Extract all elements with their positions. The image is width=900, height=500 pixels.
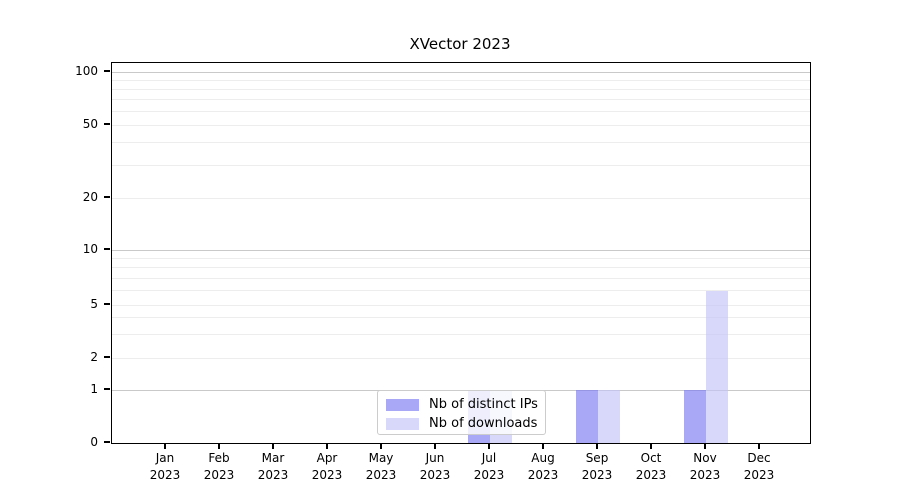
gridline-y-6: [112, 290, 810, 292]
gridline-y-5: [112, 304, 810, 306]
y-tick-label-2: 2: [90, 350, 98, 364]
x-tick-label-month: Apr: [316, 451, 338, 465]
legend-label: Nb of downloads: [429, 416, 538, 431]
x-tick-label-dec-2023: Dec 2023: [729, 450, 789, 484]
y-tick-mark-5: [104, 303, 110, 305]
y-tick-mark-1: [104, 388, 110, 390]
x-tick-mark-apr: [326, 444, 328, 449]
x-tick-mark-may: [380, 444, 382, 449]
x-tick-mark-nov: [704, 444, 706, 449]
x-tick-label-year: 2023: [689, 468, 721, 482]
x-tick-label-year: 2023: [365, 468, 397, 482]
x-tick-mark-oct: [650, 444, 652, 449]
x-tick-mark-sep: [596, 444, 598, 449]
y-tick-mark-50: [104, 123, 110, 125]
gridline-y-8: [112, 267, 810, 269]
x-tick-mark-jul: [488, 444, 490, 449]
x-tick-label-oct-2023: Oct 2023: [621, 450, 681, 484]
x-tick-label-month: Nov: [693, 451, 717, 465]
gridline-y-9: [112, 257, 810, 259]
y-tick-label-100: 100: [75, 64, 98, 78]
gridline-y-20: [112, 197, 810, 199]
legend-row-downloads: Nb of downloads: [386, 414, 545, 433]
x-tick-mark-feb: [218, 444, 220, 449]
legend-row-distinct-ips: Nb of distinct IPs: [386, 395, 545, 414]
y-tick-mark-10: [104, 248, 110, 250]
x-tick-label-year: 2023: [635, 468, 667, 482]
legend-swatch-distinct-ips: [386, 398, 419, 411]
gridline-y-60: [112, 110, 810, 112]
gridline-y-40: [112, 142, 810, 144]
gridline-y-80: [112, 88, 810, 90]
bar-downloads-sep-2023: [598, 390, 620, 443]
x-tick-mark-mar: [272, 444, 274, 449]
x-tick-label-aug-2023: Aug 2023: [513, 450, 573, 484]
gridline-y-3: [112, 334, 810, 336]
x-tick-label-year: 2023: [527, 468, 559, 482]
y-tick-mark-100: [104, 70, 110, 72]
y-tick-mark-20: [104, 196, 110, 198]
x-tick-label-year: 2023: [743, 468, 775, 482]
x-tick-label-month: Sep: [585, 451, 609, 465]
x-tick-label-month: Oct: [640, 451, 662, 465]
gridline-y-50: [112, 124, 810, 126]
x-tick-label-month: Feb: [208, 451, 230, 465]
x-tick-label-nov-2023: Nov 2023: [675, 450, 735, 484]
x-tick-label-year: 2023: [203, 468, 235, 482]
x-tick-label-month: Jan: [155, 451, 175, 465]
chart-title: XVector 2023: [409, 35, 511, 53]
x-tick-mark-jun: [434, 444, 436, 449]
x-tick-label-may-2023: May 2023: [351, 450, 411, 484]
y-tick-label-50: 50: [82, 117, 98, 131]
x-tick-label-feb-2023: Feb 2023: [189, 450, 249, 484]
gridline-y-4: [112, 317, 810, 319]
x-tick-mark-aug: [542, 444, 544, 449]
gridline-y-100: [112, 71, 810, 73]
x-tick-label-year: 2023: [581, 468, 613, 482]
bar-distinct-ips-sep-2023: [576, 390, 598, 443]
x-tick-label-month: Jul: [481, 451, 497, 465]
x-tick-label-jul-2023: Jul 2023: [459, 450, 519, 484]
gridline-y-7: [112, 277, 810, 279]
x-tick-label-year: 2023: [311, 468, 343, 482]
y-tick-mark-2: [104, 356, 110, 358]
x-tick-label-year: 2023: [473, 468, 505, 482]
bar-downloads-nov-2023: [706, 290, 728, 443]
y-tick-label-1: 1: [90, 382, 98, 396]
bar-distinct-ips-nov-2023: [684, 390, 706, 443]
y-tick-mark-0: [104, 441, 110, 443]
x-tick-label-jan-2023: Jan 2023: [135, 450, 195, 484]
gridline-y-10: [112, 249, 810, 251]
y-tick-label-0: 0: [90, 435, 98, 449]
y-tick-label-10: 10: [82, 242, 98, 256]
x-tick-label-mar-2023: Mar 2023: [243, 450, 303, 484]
y-tick-label-5: 5: [90, 297, 98, 311]
x-tick-label-month: May: [368, 451, 394, 465]
x-tick-label-jun-2023: Jun 2023: [405, 450, 465, 484]
x-tick-label-year: 2023: [419, 468, 451, 482]
x-tick-label-year: 2023: [149, 468, 181, 482]
legend-swatch-downloads: [386, 417, 419, 430]
x-tick-label-month: Mar: [261, 451, 285, 465]
plot-area: [111, 62, 811, 444]
gridline-y-70: [112, 98, 810, 100]
legend: Nb of distinct IPs Nb of downloads: [377, 390, 546, 435]
y-tick-label-20: 20: [82, 190, 98, 204]
x-tick-label-month: Dec: [747, 451, 771, 465]
x-tick-label-year: 2023: [257, 468, 289, 482]
legend-label: Nb of distinct IPs: [429, 397, 538, 412]
x-tick-label-apr-2023: Apr 2023: [297, 450, 357, 484]
gridline-y-90: [112, 79, 810, 81]
x-tick-mark-jan: [164, 444, 166, 449]
x-tick-label-month: Aug: [531, 451, 555, 465]
gridline-y-30: [112, 165, 810, 167]
x-tick-label-month: Jun: [425, 451, 445, 465]
x-tick-mark-dec: [758, 444, 760, 449]
gridline-y-2: [112, 357, 810, 359]
x-tick-label-sep-2023: Sep 2023: [567, 450, 627, 484]
